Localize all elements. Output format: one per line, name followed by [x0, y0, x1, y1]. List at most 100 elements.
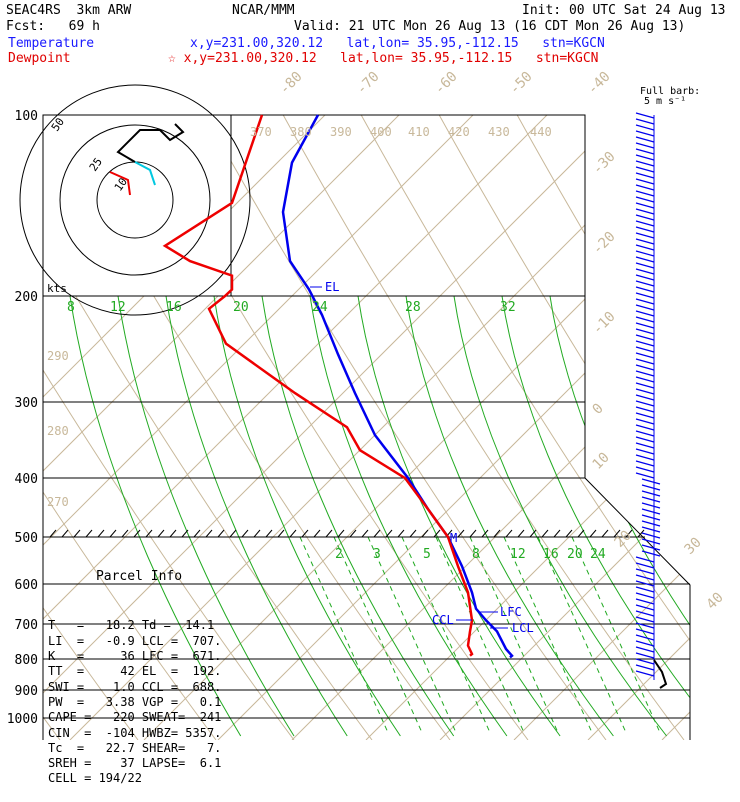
isotherm-line — [587, 115, 690, 740]
freezing-hatch — [421, 529, 429, 538]
wind-barb — [635, 298, 655, 305]
wind-barb — [635, 352, 655, 359]
mixing-ratio-label: 28 — [405, 300, 421, 315]
pressure-tick-label: 100 — [15, 109, 38, 124]
wind-barb — [635, 670, 655, 677]
mixing-ratio-label: 24 — [590, 547, 606, 562]
wind-barb — [635, 364, 655, 371]
wind-barb — [635, 346, 655, 353]
wind-barb — [635, 190, 655, 197]
freezing-hatch — [157, 529, 165, 538]
parcel-info-row: PW = 3.38 VGP = 0.1 — [48, 694, 222, 709]
freezing-hatch — [61, 529, 69, 538]
parcel-info-row: CAPE = 220 SWEAT= 241 — [48, 710, 222, 725]
mixing-ratio-label: 24 — [312, 300, 328, 315]
isotherm-label: 0 — [590, 401, 607, 418]
pressure-tick-label: 800 — [15, 653, 38, 668]
wind-barb — [641, 490, 661, 497]
wind-barb — [635, 412, 655, 419]
isotherm-label: -20 — [590, 229, 619, 258]
mixing-ratio-label: 20 — [233, 300, 249, 315]
wind-barb — [635, 652, 655, 659]
isotherm-label: 10 — [590, 450, 613, 473]
freezing-hatch — [577, 529, 585, 538]
isotherm-line — [291, 115, 690, 740]
wind-barb — [635, 118, 655, 125]
mixing-ratio-line — [503, 536, 593, 734]
mixing-ratio-line — [333, 536, 423, 734]
wind-barb — [635, 586, 655, 593]
isotherm-label: -10 — [590, 309, 619, 338]
moist-adiabat-line — [69, 295, 242, 737]
wind-barb — [635, 664, 655, 671]
freezing-hatch — [181, 529, 189, 538]
mixing-ratio-label: 8 — [472, 547, 480, 562]
dry-adiabat-line — [43, 115, 295, 740]
dry-adiabat-label: 290 — [47, 349, 69, 363]
wind-barb — [635, 322, 655, 329]
moist-adiabat-line — [213, 295, 401, 737]
mixing-ratio-line — [401, 536, 491, 734]
wind-barb — [635, 400, 655, 407]
wind-barb — [635, 418, 655, 425]
isotherm-label: 30 — [682, 535, 705, 558]
wind-barb — [635, 406, 655, 413]
parcel-info-row: Tc = 22.7 SHEAR= 7. — [48, 740, 222, 755]
wind-barb — [635, 256, 655, 263]
wind-barb — [635, 466, 655, 473]
moist-adiabat-line — [597, 295, 690, 737]
isotherm-line — [661, 115, 690, 740]
freezing-hatch — [133, 529, 141, 538]
dry-adiabat-line — [516, 115, 690, 740]
freezing-hatch — [373, 529, 381, 538]
mixing-ratio-label: 16 — [543, 547, 559, 562]
isotherm-label: -80 — [277, 69, 306, 98]
dry-adiabat-label: 270 — [47, 495, 69, 509]
moist-adiabat-line — [453, 295, 667, 737]
pressure-tick-label: 700 — [15, 618, 38, 633]
isotherm-line — [736, 115, 740, 740]
hodograph-ring — [19, 84, 251, 316]
wind-barb — [635, 208, 655, 215]
wind-barb — [635, 280, 655, 287]
parcel-level-label: LCL — [512, 621, 534, 635]
dry-adiabat-label: 400 — [370, 125, 392, 139]
hodograph-ring-label: 10 — [112, 175, 130, 193]
freezing-hatch — [481, 529, 489, 538]
wind-barb — [635, 268, 655, 275]
wind-barb — [635, 472, 655, 479]
wind-barb — [641, 526, 661, 533]
pressure-tick-label: 900 — [15, 684, 38, 699]
pressure-tick-label: 400 — [15, 472, 38, 487]
freezing-hatch — [205, 529, 213, 538]
dewpoint-profile — [162, 114, 474, 657]
mixing-ratio-line — [367, 536, 457, 734]
freezing-hatch — [349, 529, 357, 538]
wind-barb — [635, 376, 655, 383]
freezing-hatch — [529, 529, 537, 538]
isotherm-line — [143, 115, 690, 740]
dry-adiabat-label: 390 — [330, 125, 352, 139]
freezing-hatch — [121, 529, 129, 538]
mixing-ratio-line — [299, 536, 389, 734]
parcel-level-label: EL — [325, 280, 339, 294]
dry-adiabat-line — [438, 115, 690, 740]
mixing-ratio-label: 3 — [373, 547, 381, 562]
wind-barb — [635, 262, 655, 269]
wind-barb — [635, 112, 655, 119]
wind-barb — [635, 202, 655, 209]
isotherm-label: -70 — [354, 69, 383, 98]
freezing-hatch — [217, 529, 225, 538]
temperature-location: x,y=231.00,320.12 lat,lon= 35.95,-112.15… — [190, 36, 605, 51]
wind-barb — [635, 388, 655, 395]
parcel-info-title: Parcel Info — [95, 568, 183, 584]
pressure-tick-label: 300 — [15, 396, 38, 411]
wind-barb-surface — [653, 659, 668, 689]
wind-barb — [635, 580, 655, 587]
isotherm-label: 40 — [704, 590, 727, 613]
isotherm-line — [513, 115, 690, 740]
wind-barb — [641, 484, 661, 491]
freezing-hatch — [337, 529, 345, 538]
center-name: NCAR/MMM — [232, 3, 295, 18]
freezing-hatch — [241, 529, 249, 538]
